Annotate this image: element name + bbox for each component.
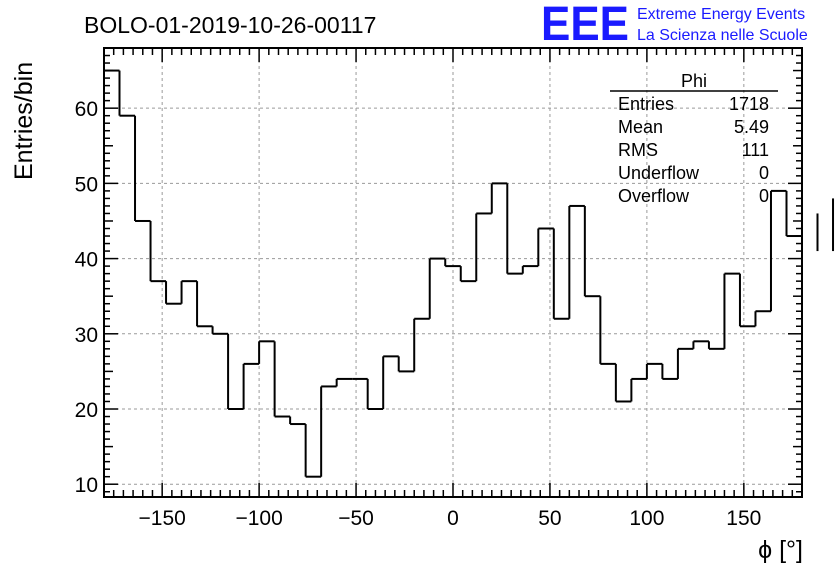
- logo-line-1: Extreme Energy Events: [637, 6, 805, 23]
- x-tick-label: 50: [538, 507, 561, 530]
- chart-title: BOLO-01-2019-10-26-00117: [84, 12, 376, 38]
- grid: [104, 48, 802, 497]
- tick-labels: −150 −100 −50 0 50 100 150 10 20 30 40 50 60: [75, 98, 762, 530]
- y-tick-label: 60: [75, 98, 98, 121]
- logo-mark: EEE: [541, 0, 629, 51]
- y-tick-label: 40: [75, 249, 98, 272]
- x-axis-label: ϕ [°]: [758, 536, 803, 564]
- x-tick-label: −150: [139, 507, 186, 530]
- eee-logo: EEE Extreme Energy Events La Scienza nel…: [541, 0, 808, 51]
- stats-box-title: Phi: [681, 71, 707, 91]
- stats-label-underflow: Underflow: [618, 163, 700, 183]
- axis-ticks: [104, 48, 802, 497]
- y-axis-label: Entries/bin: [10, 62, 38, 180]
- stats-box: Phi Entries 1718 Mean 5.49 RMS 111 Underflow 0 O…: [610, 71, 778, 206]
- stats-value-rms: 111: [742, 140, 769, 160]
- stats-label-rms: RMS: [618, 140, 658, 160]
- y-tick-label: 30: [75, 324, 98, 347]
- stats-label-overflow: Overflow: [618, 186, 690, 206]
- stats-label-mean: Mean: [618, 117, 663, 137]
- stats-box-rows: Entries 1718 Mean 5.49 RMS 111 Underflow 0 Overf…: [618, 94, 769, 206]
- x-tick-label: 150: [726, 507, 761, 530]
- x-tick-label: 100: [629, 507, 664, 530]
- stats-label-entries: Entries: [618, 94, 674, 114]
- y-tick-label: 20: [75, 399, 98, 422]
- y-tick-label: 10: [75, 474, 98, 497]
- stats-value-underflow: 0: [759, 163, 769, 183]
- y-tick-label: 50: [75, 173, 98, 196]
- histogram-bars: [104, 69, 835, 478]
- stats-value-entries: 1718: [729, 94, 769, 114]
- x-tick-label: −50: [338, 507, 374, 530]
- stats-value-overflow: 0: [759, 186, 769, 206]
- stats-value-mean: 5.49: [734, 117, 769, 137]
- logo-line-2: La Scienza nelle Scuole: [637, 27, 808, 44]
- x-tick-label: −100: [235, 507, 282, 530]
- x-tick-label: 0: [447, 507, 459, 530]
